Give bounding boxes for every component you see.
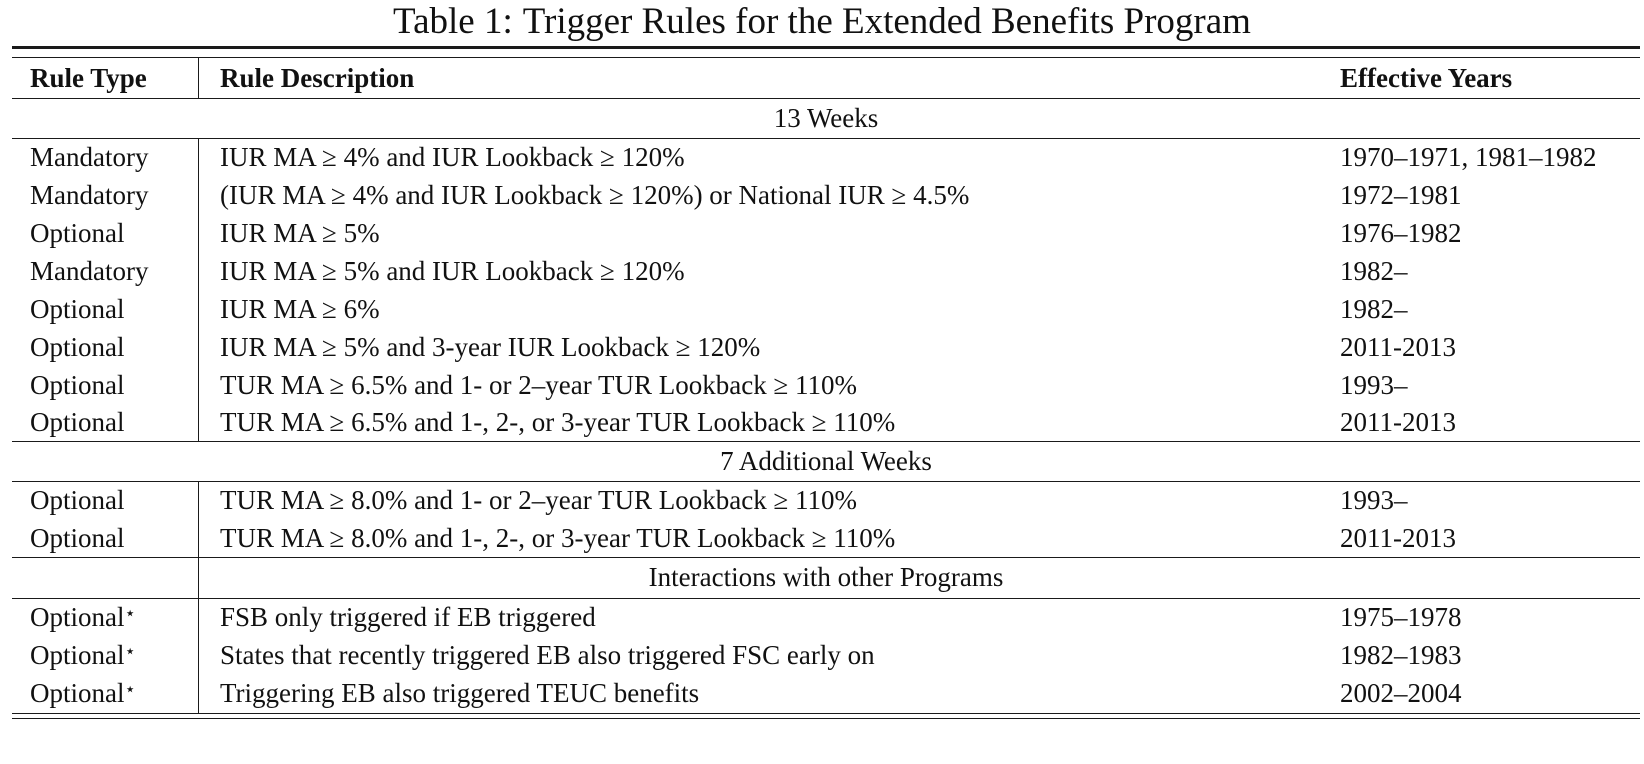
table-row: Optional⋆ Triggering EB also triggered T… xyxy=(12,673,1640,713)
top-rule xyxy=(12,46,1640,49)
rule-type-cell: Optional xyxy=(30,523,125,553)
rule-description-cell: IUR MA ≥ 4% and IUR Lookback ≥ 120% xyxy=(220,142,685,172)
rule-description-cell: IUR MA ≥ 5% and IUR Lookback ≥ 120% xyxy=(220,256,685,286)
table-row: Mandatory (IUR MA ≥ 4% and IUR Lookback … xyxy=(12,175,1640,215)
table-row: Optional IUR MA ≥ 5% 1976–1982 xyxy=(12,213,1640,253)
group-rule xyxy=(12,138,1640,139)
effective-years-cell: 2011-2013 xyxy=(1340,332,1456,362)
effective-years-cell: 2002–2004 xyxy=(1340,678,1462,708)
table-caption-label: Table 1: xyxy=(393,1,513,42)
rule-description-cell: FSB only triggered if EB triggered xyxy=(220,602,596,632)
table-row: Mandatory IUR MA ≥ 5% and IUR Lookback ≥… xyxy=(12,251,1640,291)
effective-years-cell: 2011-2013 xyxy=(1340,407,1456,437)
rule-description-cell: TUR MA ≥ 8.0% and 1- or 2–year TUR Lookb… xyxy=(220,485,858,515)
rule-type-text: Optional xyxy=(30,602,125,632)
rule-description-cell: States that recently triggered EB also t… xyxy=(220,640,875,670)
rule-type-cell: Mandatory xyxy=(30,256,149,286)
effective-years-cell: 2011-2013 xyxy=(1340,523,1456,553)
effective-years-cell: 1982– xyxy=(1340,256,1408,286)
table-row: Optional⋆ States that recently triggered… xyxy=(12,635,1640,675)
effective-years-cell: 1972–1981 xyxy=(1340,180,1462,210)
table-row: Optional TUR MA ≥ 6.5% and 1- or 2–year … xyxy=(12,365,1640,405)
group-rule xyxy=(12,557,1640,558)
rule-type-cell: Optional⋆ xyxy=(30,597,136,637)
effective-years-cell: 1970–1971, 1981–1982 xyxy=(1340,142,1597,172)
column-divider xyxy=(198,481,199,598)
table-row: Optional TUR MA ≥ 8.0% and 1- or 2–year … xyxy=(12,480,1640,520)
header-rule-type: Rule Type xyxy=(30,63,147,93)
rule-type-cell: Optional⋆ xyxy=(30,673,136,713)
header-row: Rule Type Rule Description Effective Yea… xyxy=(12,58,1640,98)
rule-type-cell: Mandatory xyxy=(30,142,149,172)
effective-years-cell: 1993– xyxy=(1340,485,1408,515)
table-row: Optional IUR MA ≥ 6% 1982– xyxy=(12,289,1640,329)
effective-years-cell: 1982– xyxy=(1340,294,1408,324)
column-divider xyxy=(198,598,199,713)
effective-years-cell: 1975–1978 xyxy=(1340,602,1462,632)
rule-type-text: Optional xyxy=(30,640,125,670)
group-rule xyxy=(12,441,1640,442)
table-caption-title: Trigger Rules for the Extended Benefits … xyxy=(522,1,1251,42)
rule-type-cell: Optional xyxy=(30,370,125,400)
effective-years-cell: 1982–1983 xyxy=(1340,640,1462,670)
table-row: Optional TUR MA ≥ 6.5% and 1-, 2-, or 3-… xyxy=(12,402,1640,442)
rule-type-cell: Optional xyxy=(30,485,125,515)
rule-description-cell: TUR MA ≥ 6.5% and 1- or 2–year TUR Lookb… xyxy=(220,370,858,400)
table-row: Mandatory IUR MA ≥ 4% and IUR Lookback ≥… xyxy=(12,137,1640,177)
effective-years-cell: 1993– xyxy=(1340,370,1408,400)
table-row: Optional⋆ FSB only triggered if EB trigg… xyxy=(12,597,1640,637)
rule-description-cell: Triggering EB also triggered TEUC benefi… xyxy=(220,678,700,708)
rule-type-cell: Optional⋆ xyxy=(30,635,136,675)
star-footnote-mark: ⋆ xyxy=(124,679,136,699)
rule-type-cell: Mandatory xyxy=(30,180,149,210)
group-heading: 7 Additional Weeks xyxy=(720,446,932,476)
rule-description-cell: IUR MA ≥ 5% xyxy=(220,218,380,248)
table-row: Optional IUR MA ≥ 5% and 3-year IUR Look… xyxy=(12,327,1640,367)
table-caption: Table 1: Trigger Rules for the Extended B… xyxy=(0,0,1644,44)
bottom-rule xyxy=(12,713,1640,714)
rule-type-cell: Optional xyxy=(30,407,125,437)
rule-description-cell: IUR MA ≥ 6% xyxy=(220,294,380,324)
rule-description-cell: TUR MA ≥ 8.0% and 1-, 2-, or 3-year TUR … xyxy=(220,523,896,553)
header-effective-years: Effective Years xyxy=(1340,63,1513,93)
rule-type-text: Optional xyxy=(30,678,125,708)
rule-type-cell: Optional xyxy=(30,218,125,248)
rule-description-cell: TUR MA ≥ 6.5% and 1-, 2-, or 3-year TUR … xyxy=(220,407,896,437)
bottom-rule-outer xyxy=(12,718,1640,719)
rule-description-cell: IUR MA ≥ 5% and 3-year IUR Lookback ≥ 12… xyxy=(220,332,761,362)
group-heading: 13 Weeks xyxy=(773,103,879,133)
star-footnote-mark: ⋆ xyxy=(124,603,136,623)
rule-description-cell: (IUR MA ≥ 4% and IUR Lookback ≥ 120%) or… xyxy=(220,180,970,210)
column-divider xyxy=(198,138,199,441)
column-divider xyxy=(198,58,199,98)
group-rule xyxy=(12,481,1640,482)
rule-type-cell: Optional xyxy=(30,294,125,324)
table-row: Optional TUR MA ≥ 8.0% and 1-, 2-, or 3-… xyxy=(12,518,1640,558)
star-footnote-mark: ⋆ xyxy=(124,641,136,661)
group-heading: Interactions with other Programs xyxy=(648,562,1004,592)
effective-years-cell: 1976–1982 xyxy=(1340,218,1462,248)
rule-type-cell: Optional xyxy=(30,332,125,362)
group-rule xyxy=(12,598,1640,599)
header-rule-description: Rule Description xyxy=(220,63,415,93)
header-rule xyxy=(12,98,1640,99)
top-rule-inner xyxy=(12,57,1640,58)
